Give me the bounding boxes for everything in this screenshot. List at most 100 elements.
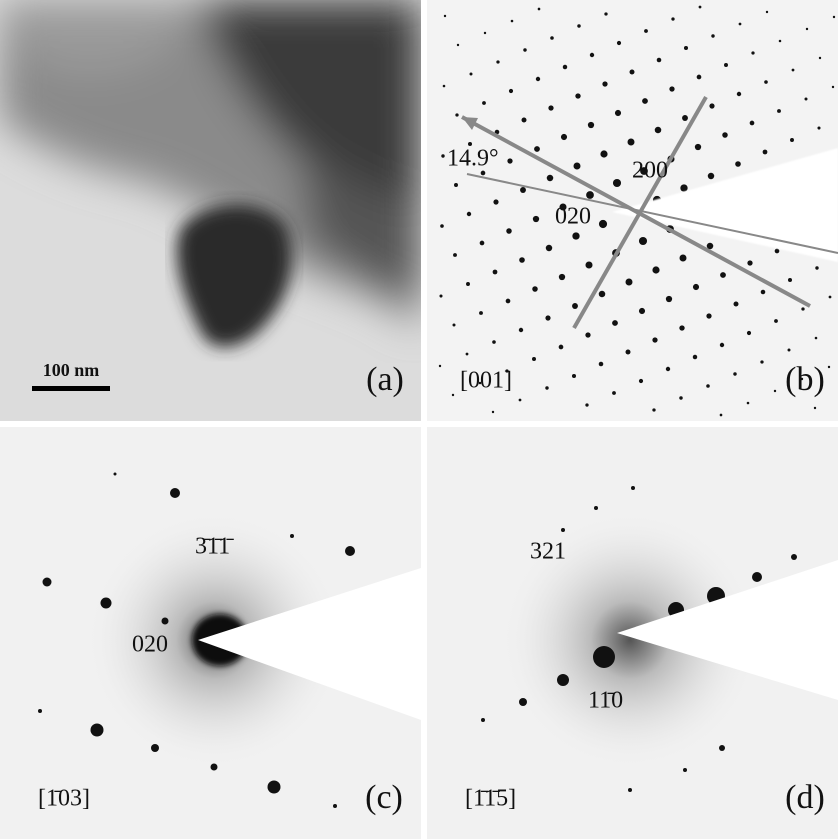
spot xyxy=(657,58,662,63)
spot xyxy=(752,572,762,582)
spot xyxy=(644,29,648,33)
spot xyxy=(775,249,780,254)
spot xyxy=(652,408,655,411)
spot xyxy=(790,138,794,142)
spot xyxy=(774,319,778,323)
spot xyxy=(801,307,804,310)
spot xyxy=(453,253,457,257)
spot xyxy=(545,386,548,389)
spot xyxy=(788,278,792,282)
spot xyxy=(666,367,670,371)
spot xyxy=(642,98,648,104)
spot xyxy=(522,118,527,123)
spot xyxy=(652,337,657,342)
spot xyxy=(593,646,615,668)
spot xyxy=(708,173,714,179)
spot xyxy=(532,357,536,361)
spot xyxy=(585,261,592,268)
spot xyxy=(496,60,499,63)
spot xyxy=(441,154,444,157)
spot xyxy=(652,266,659,273)
spot xyxy=(747,331,751,335)
spot xyxy=(626,350,631,355)
spot xyxy=(833,16,835,18)
spot xyxy=(519,328,523,332)
spot xyxy=(706,384,710,388)
spot xyxy=(470,73,473,76)
panel-label: (c) xyxy=(365,779,403,816)
spot xyxy=(792,69,795,72)
spot xyxy=(492,411,494,413)
spot xyxy=(550,36,554,40)
spot xyxy=(211,764,218,771)
spot xyxy=(699,6,702,9)
spot xyxy=(546,245,552,251)
spot xyxy=(720,272,726,278)
spot xyxy=(290,534,294,538)
spot xyxy=(484,32,486,34)
spot xyxy=(720,343,724,347)
spot xyxy=(151,744,159,752)
spot xyxy=(617,41,621,45)
spot-label: 200 xyxy=(632,158,668,184)
spot xyxy=(751,51,754,54)
spot xyxy=(599,291,606,298)
spot xyxy=(444,15,446,17)
spot xyxy=(761,290,766,295)
spot xyxy=(572,374,576,378)
spot xyxy=(574,163,581,170)
spot xyxy=(561,528,565,532)
spot xyxy=(519,257,525,263)
spot xyxy=(697,75,702,80)
spot xyxy=(492,340,496,344)
spot xyxy=(666,296,672,302)
spot xyxy=(739,23,742,26)
spot xyxy=(557,674,569,686)
spot xyxy=(791,554,797,560)
panel-a: 100 nm (a) xyxy=(0,0,421,421)
spot xyxy=(602,81,607,86)
spot xyxy=(507,158,512,163)
spot xyxy=(709,103,714,108)
spot-label: 020 xyxy=(132,632,168,658)
spot xyxy=(563,65,567,69)
spot xyxy=(594,506,598,510)
spot xyxy=(114,473,117,476)
spot xyxy=(747,402,750,405)
spot xyxy=(613,179,621,187)
spot-label: 020 xyxy=(555,204,591,230)
spot xyxy=(545,315,550,320)
spot xyxy=(815,266,818,269)
panel-label: (b) xyxy=(785,361,825,398)
spot xyxy=(628,788,632,792)
spot xyxy=(455,113,458,116)
spot xyxy=(457,44,459,46)
panel-c: 3̄1̄1̄ 020 [1̄03] (c) xyxy=(0,427,421,839)
spot xyxy=(615,110,621,116)
spot xyxy=(572,303,578,309)
spot xyxy=(559,274,565,280)
spot xyxy=(600,150,607,157)
spot xyxy=(832,86,834,88)
spot xyxy=(268,781,281,794)
spot xyxy=(170,488,180,498)
spot xyxy=(626,279,633,286)
spot xyxy=(101,598,112,609)
spot xyxy=(817,126,820,129)
panel-b: 14.9° 200 020 [001] (b) xyxy=(427,0,838,421)
spot-label: 11̄0 xyxy=(588,688,623,714)
spot xyxy=(777,109,781,113)
spot xyxy=(733,372,736,375)
spot xyxy=(693,284,699,290)
spot xyxy=(506,228,512,234)
spot xyxy=(561,134,567,140)
spot xyxy=(804,97,807,100)
spot xyxy=(815,337,818,340)
spot xyxy=(43,578,52,587)
spot xyxy=(655,127,662,134)
spot xyxy=(523,48,526,51)
spot xyxy=(669,86,674,91)
spot xyxy=(559,345,564,350)
spot xyxy=(506,299,511,304)
scale-bar xyxy=(32,386,110,391)
